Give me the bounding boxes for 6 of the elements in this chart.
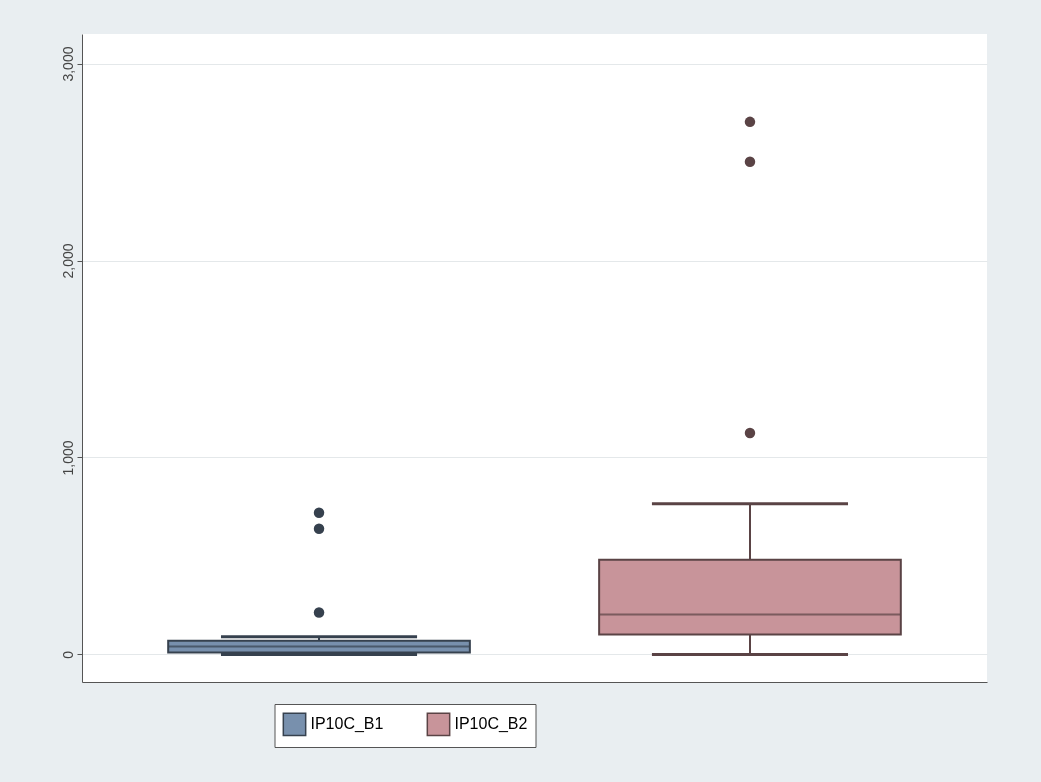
legend-label: IP10C_B2: [454, 715, 528, 734]
legend-label: IP10C_B1: [310, 715, 384, 734]
y-tick-label: 0: [59, 650, 76, 659]
y-tick-label: 3,000: [59, 46, 76, 82]
y-tick-label: 1,000: [59, 440, 76, 476]
y-tick-label: 2,000: [59, 243, 76, 279]
